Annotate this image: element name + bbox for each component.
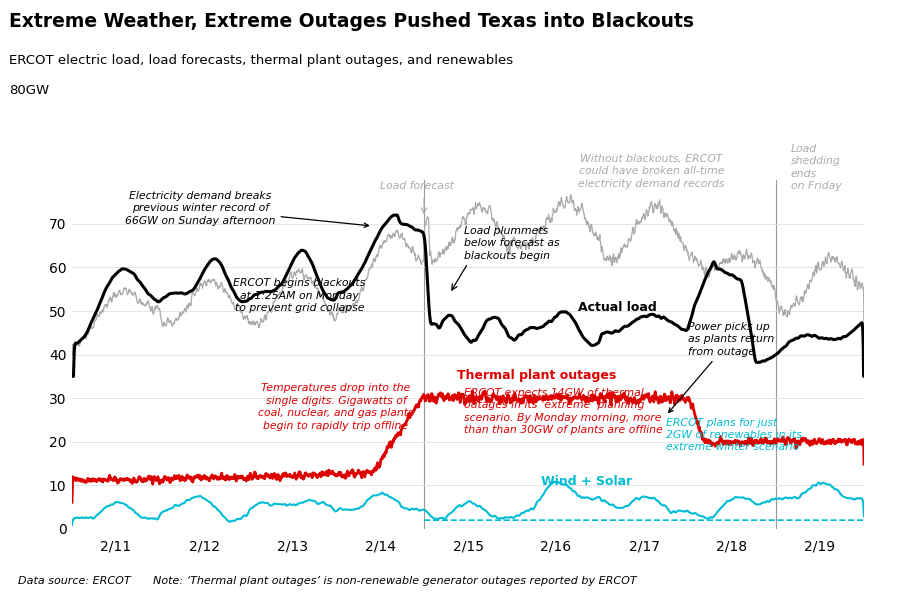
Text: Actual load: Actual load: [578, 301, 657, 314]
Text: Wind + Solar: Wind + Solar: [541, 475, 633, 488]
Text: Without blackouts, ERCOT
could have broken all-time
electricity demand records: Without blackouts, ERCOT could have brok…: [578, 154, 725, 189]
Text: Load forecast: Load forecast: [380, 181, 454, 191]
Text: Data source: ERCOT: Data source: ERCOT: [18, 576, 130, 586]
Text: Extreme Weather, Extreme Outages Pushed Texas into Blackouts: Extreme Weather, Extreme Outages Pushed …: [9, 12, 694, 31]
Text: Temperatures drop into the
single digits. Gigawatts of
coal, nuclear, and gas pl: Temperatures drop into the single digits…: [258, 383, 414, 431]
Text: ERCOT expects 14GW of thermal
outages in its ‘extreme’ planning
scenario. By Mon: ERCOT expects 14GW of thermal outages in…: [464, 388, 663, 435]
Text: Electricity demand breaks
previous winter record of
66GW on Sunday afternoon: Electricity demand breaks previous winte…: [125, 191, 368, 227]
Text: Note: ‘Thermal plant outages’ is non-renewable generator outages reported by ERC: Note: ‘Thermal plant outages’ is non-ren…: [153, 576, 636, 586]
Text: Load
shedding
ends
on Friday: Load shedding ends on Friday: [791, 144, 842, 191]
Text: Load plummets
below forecast as
blackouts begin: Load plummets below forecast as blackout…: [464, 226, 560, 261]
Text: Thermal plant outages: Thermal plant outages: [457, 368, 616, 382]
Text: Power picks up
as plants return
from outage: Power picks up as plants return from out…: [669, 322, 774, 412]
Text: ERCOT electric load, load forecasts, thermal plant outages, and renewables: ERCOT electric load, load forecasts, the…: [9, 54, 513, 67]
Text: ERCOT plans for just
2GW of renewables in its
extreme winter scenario: ERCOT plans for just 2GW of renewables i…: [666, 418, 802, 453]
Text: 80GW: 80GW: [9, 84, 50, 97]
Text: ERCOT begins blackouts
at 1:25AM on Monday
to prevent grid collapse: ERCOT begins blackouts at 1:25AM on Mond…: [233, 278, 365, 313]
